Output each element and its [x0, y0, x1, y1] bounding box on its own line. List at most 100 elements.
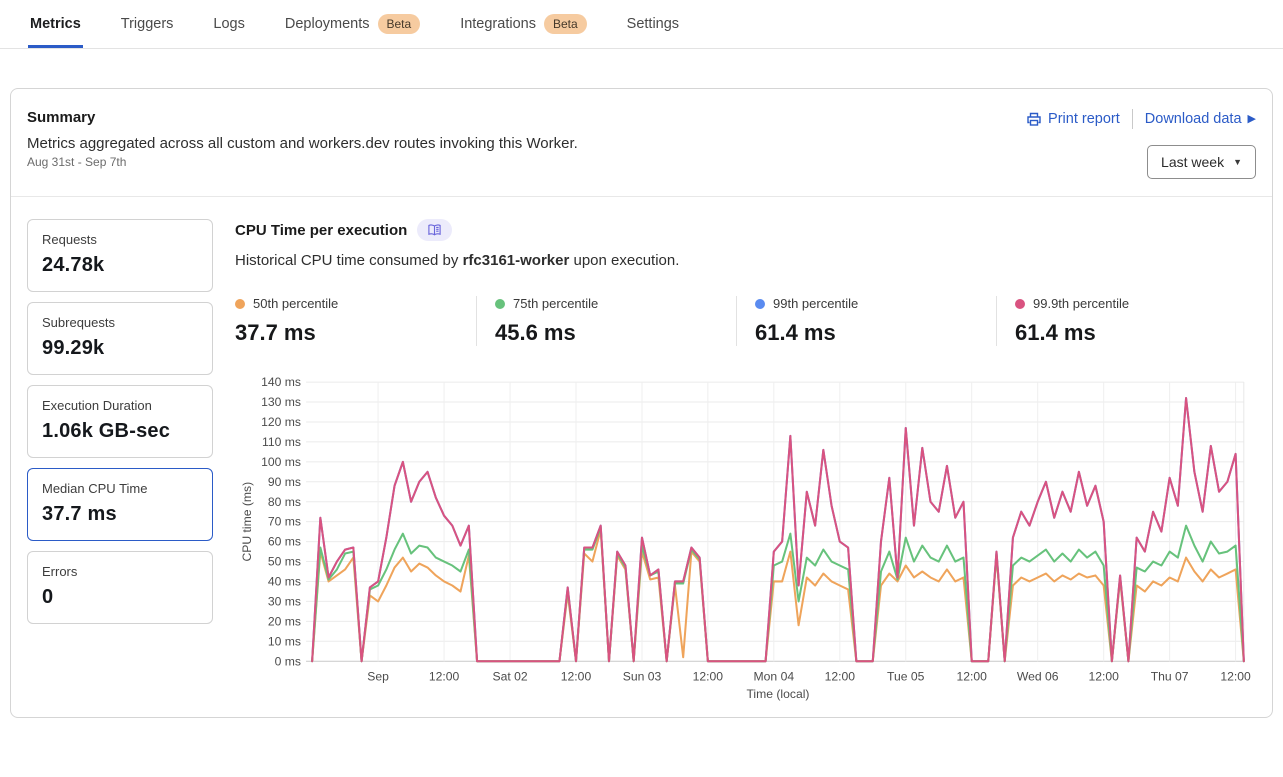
summary-date-range: Aug 31st - Sep 7th — [27, 155, 127, 169]
summary-head-left: Summary Metrics aggregated across all cu… — [27, 109, 578, 169]
tab-triggers[interactable]: Triggers — [119, 0, 176, 48]
percentile-cell-99th: 99th percentile 61.4 ms — [736, 296, 996, 346]
svg-text:10 ms: 10 ms — [268, 634, 301, 648]
svg-text:100 ms: 100 ms — [261, 455, 301, 469]
time-range-select[interactable]: Last week ▼ — [1147, 145, 1256, 179]
svg-text:Wed 06: Wed 06 — [1017, 669, 1059, 683]
percentile-value: 37.7 ms — [235, 320, 316, 345]
stat-card-execution-duration[interactable]: Execution Duration 1.06k GB-sec — [27, 385, 213, 458]
chart-section: CPU Time per execution Historical CPU ti… — [235, 219, 1256, 701]
stat-label: Errors — [42, 564, 78, 579]
percentile-label: 99.9th percentile — [1033, 296, 1130, 311]
svg-text:CPU time (ms): CPU time (ms) — [240, 482, 254, 562]
book-icon — [428, 224, 441, 236]
worker-name: rfc3161-worker — [462, 252, 570, 269]
download-data-label: Download data — [1144, 111, 1242, 127]
tab-settings[interactable]: Settings — [625, 0, 681, 48]
link-separator — [1131, 109, 1133, 129]
percentile-dot — [755, 298, 765, 309]
stat-card-errors[interactable]: Errors 0 — [27, 551, 213, 624]
summary-title: Summary — [27, 109, 96, 126]
beta-badge: Beta — [543, 14, 587, 34]
svg-text:Sep: Sep — [367, 669, 389, 683]
summary-description: Metrics aggregated across all custom and… — [27, 135, 578, 152]
svg-text:12:00: 12:00 — [561, 669, 592, 683]
percentile-cell-99-9th: 99.9th percentile 61.4 ms — [996, 296, 1256, 346]
percentile-value: 45.6 ms — [495, 320, 576, 345]
svg-text:12:00: 12:00 — [1220, 669, 1251, 683]
summary-card: Summary Metrics aggregated across all cu… — [10, 88, 1273, 718]
chevron-down-icon: ▼ — [1233, 157, 1242, 167]
svg-text:130 ms: 130 ms — [261, 395, 301, 409]
stat-label: Median CPU Time — [42, 481, 148, 496]
svg-text:0 ms: 0 ms — [275, 654, 301, 668]
percentile-label: 75th percentile — [513, 296, 599, 311]
tab-deployments[interactable]: Deployments Beta — [283, 0, 422, 48]
svg-text:80 ms: 80 ms — [268, 495, 301, 509]
svg-text:60 ms: 60 ms — [268, 535, 301, 549]
svg-text:140 ms: 140 ms — [261, 375, 301, 389]
svg-text:Thu 07: Thu 07 — [1151, 669, 1189, 683]
percentile-summary-row: 50th percentile 37.7 ms 75th percentile … — [235, 296, 1256, 346]
svg-text:90 ms: 90 ms — [268, 475, 301, 489]
subtitle-suffix: upon execution. — [569, 252, 680, 269]
tab-label: Deployments — [284, 16, 370, 32]
svg-text:120 ms: 120 ms — [261, 415, 301, 429]
head-divider — [11, 196, 1272, 197]
tab-label: Integrations — [460, 16, 536, 32]
svg-text:110 ms: 110 ms — [262, 435, 301, 449]
stat-label: Requests — [42, 232, 97, 247]
svg-text:70 ms: 70 ms — [268, 515, 301, 529]
tab-label: Metrics — [30, 16, 81, 32]
percentile-cell-50th: 50th percentile 37.7 ms — [235, 296, 476, 346]
stat-value: 0 — [42, 586, 54, 608]
svg-text:40 ms: 40 ms — [268, 575, 301, 589]
percentile-label: 50th percentile — [253, 296, 339, 311]
print-report-link[interactable]: Print report — [1026, 111, 1120, 127]
stats-column: Requests 24.78k Subrequests 99.29k Execu… — [27, 219, 213, 701]
svg-text:12:00: 12:00 — [957, 669, 988, 683]
tab-logs[interactable]: Logs — [211, 0, 246, 48]
svg-text:12:00: 12:00 — [693, 669, 724, 683]
chart-title: CPU Time per execution — [235, 221, 408, 239]
svg-text:50 ms: 50 ms — [268, 555, 301, 569]
stat-value: 37.7 ms — [42, 503, 117, 525]
stat-value: 1.06k GB-sec — [42, 420, 171, 442]
print-report-label: Print report — [1048, 111, 1120, 127]
svg-text:20 ms: 20 ms — [268, 614, 301, 628]
stat-card-median-cpu-time[interactable]: Median CPU Time 37.7 ms — [27, 468, 213, 541]
percentile-value: 61.4 ms — [755, 320, 836, 345]
percentile-cell-75th: 75th percentile 45.6 ms — [476, 296, 736, 346]
cpu-time-chart: 0 ms 10 ms 20 ms 30 ms 40 ms 50 ms 60 ms 70 ms 8… — [235, 374, 1256, 701]
percentile-dot — [1015, 298, 1025, 309]
stat-label: Execution Duration — [42, 398, 152, 413]
svg-text:Time (local): Time (local) — [746, 687, 809, 701]
tab-integrations[interactable]: Integrations Beta — [458, 0, 588, 48]
time-range-value: Last week — [1161, 154, 1225, 170]
beta-badge: Beta — [377, 14, 421, 34]
stat-card-requests[interactable]: Requests 24.78k — [27, 219, 213, 292]
cpu-time-chart-svg: 0 ms 10 ms 20 ms 30 ms 40 ms 50 ms 60 ms 70 ms 8… — [240, 375, 1251, 701]
tab-metrics[interactable]: Metrics — [28, 0, 83, 48]
svg-text:30 ms: 30 ms — [268, 594, 301, 608]
stat-value: 99.29k — [42, 337, 105, 359]
subtitle-prefix: Historical CPU time consumed by — [235, 252, 463, 269]
svg-text:12:00: 12:00 — [429, 669, 460, 683]
documentation-link[interactable] — [417, 219, 453, 241]
stat-card-subrequests[interactable]: Subrequests 99.29k — [27, 302, 213, 375]
percentile-value: 61.4 ms — [1015, 320, 1096, 345]
svg-text:12:00: 12:00 — [825, 669, 856, 683]
top-tab-bar: Metrics Triggers Logs Deployments Beta I… — [0, 0, 1283, 49]
tab-label: Logs — [213, 16, 245, 32]
chevron-right-icon: ▶ — [1247, 112, 1256, 125]
svg-text:Mon 04: Mon 04 — [754, 669, 795, 683]
chart-subtitle: Historical CPU time consumed by rfc3161-… — [235, 252, 1256, 269]
svg-text:Tue 05: Tue 05 — [887, 669, 925, 683]
download-data-link[interactable]: Download data ▶ — [1145, 111, 1256, 127]
svg-text:12:00: 12:00 — [1088, 669, 1119, 683]
tab-label: Settings — [626, 16, 680, 32]
percentile-label: 99th percentile — [773, 296, 859, 311]
tab-label: Triggers — [120, 16, 174, 32]
percentile-dot — [235, 298, 245, 309]
printer-icon — [1027, 112, 1041, 126]
